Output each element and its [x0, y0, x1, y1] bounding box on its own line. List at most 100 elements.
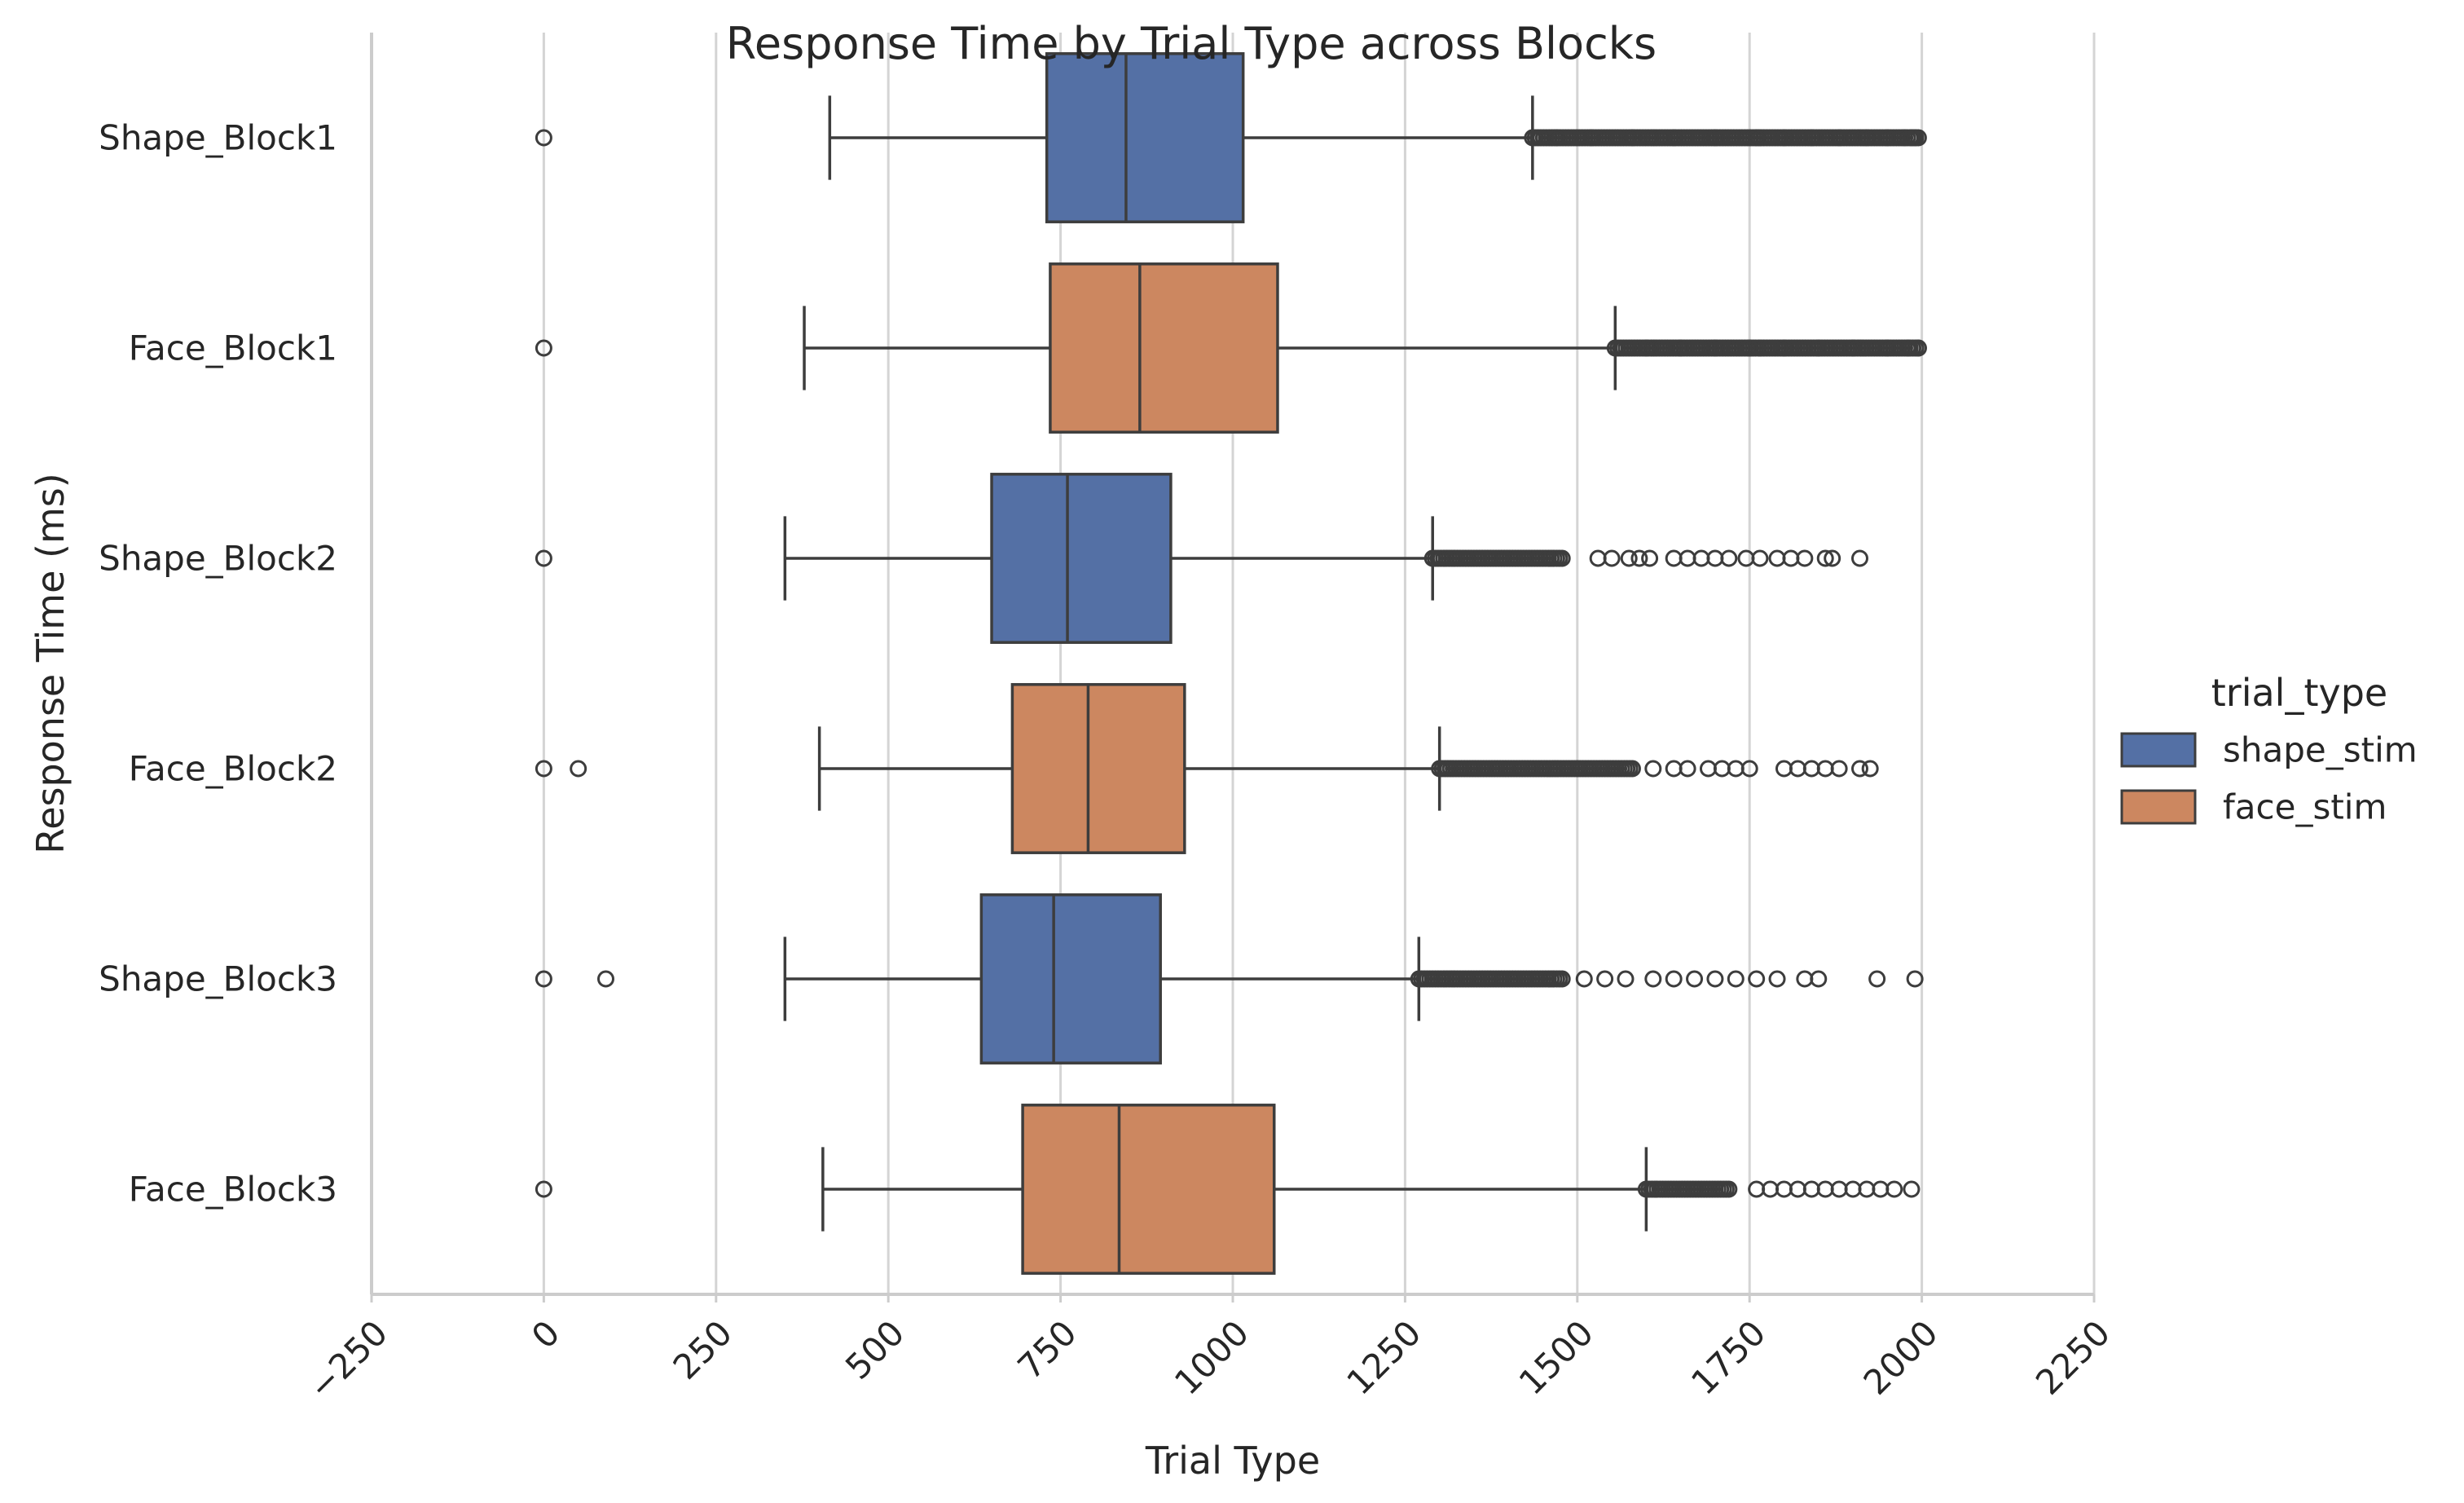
outlier-face-block1-0 [535, 339, 552, 357]
outlier-shape-block2-66 [1850, 549, 1868, 567]
outlier-face-block1-113 [1672, 339, 1690, 357]
outlier-face-block3-37 [1816, 1180, 1834, 1198]
outlier-shape-block3-55 [1575, 970, 1593, 988]
box-group-face-block2 [535, 683, 1879, 854]
y-category-label-shape-block2: Shape_Block2 [99, 539, 337, 579]
outlier-face-block2-79 [1740, 760, 1758, 778]
outlier-face-block2-77 [1713, 760, 1731, 778]
outlier-shape-block1-143 [1582, 129, 1600, 147]
outlier-face-block2-76 [1699, 760, 1717, 778]
x-tick-labels: −250 0 250 500 750 1000 1250 1500 1750 2000 2250 [301, 1294, 2118, 1408]
box-group-face-block1 [535, 262, 1927, 434]
outlier-face-block1-116 [1775, 339, 1793, 357]
outlier-face-block2-78 [1727, 760, 1745, 778]
outlier-shape-block1-151 [1858, 129, 1876, 147]
outlier-shape-block1-150 [1830, 129, 1848, 147]
box-shape-block1 [1045, 52, 1245, 223]
box-shape-block3 [979, 893, 1162, 1064]
outlier-face-block1-118 [1844, 339, 1862, 357]
outlier-face-block2-81 [1789, 760, 1806, 778]
outlier-face-block2-0 [535, 760, 552, 778]
legend-label-face-stim: face_stim [2223, 787, 2387, 827]
outlier-shape-block2-60 [1751, 549, 1769, 567]
outlier-shape-block3-62 [1727, 970, 1745, 988]
y-category-labels: Shape_Block1 Face_Block1 Shape_Block2 Face_… [99, 118, 337, 1210]
outlier-face-block2-73 [1644, 760, 1662, 778]
outlier-face-block3-42 [1885, 1180, 1903, 1198]
outlier-shape-block1-152 [1878, 129, 1896, 147]
outlier-face-block1-120 [1899, 339, 1917, 357]
outlier-shape-block2-55 [1679, 549, 1696, 567]
legend-title: trial_type [2211, 671, 2387, 715]
outlier-face-block3-41 [1872, 1180, 1890, 1198]
x-tick-label-2250: 2250 [2028, 1312, 2118, 1402]
outlier-shape-block3-63 [1748, 970, 1766, 988]
outlier-shape-block1-147 [1748, 129, 1766, 147]
box-shape-block2 [990, 473, 1173, 644]
outlier-shape-block2-48 [1553, 549, 1571, 567]
outlier-face-block2-83 [1816, 760, 1834, 778]
outlier-shape-block1-0 [535, 129, 552, 147]
outlier-shape-block3-65 [1796, 970, 1814, 988]
outlier-face-block1-117 [1810, 339, 1828, 357]
outlier-shape-block3-67 [1868, 970, 1886, 988]
outlier-shape-block2-63 [1796, 549, 1814, 567]
outlier-shape-block2-53 [1641, 549, 1659, 567]
box-face-block3 [1021, 1104, 1276, 1275]
box-group-shape-block2 [535, 473, 1868, 644]
outlier-face-block3-0 [535, 1180, 552, 1198]
outlier-face-block3-32 [1748, 1180, 1766, 1198]
outlier-face-block1-121 [1909, 339, 1927, 357]
outlier-shape-block1-146 [1706, 129, 1724, 147]
y-category-label-face-block2: Face_Block2 [129, 749, 337, 789]
box-face-block1 [1049, 262, 1279, 434]
outlier-shape-block3-64 [1768, 970, 1786, 988]
x-tick-label-1750: 1750 [1683, 1312, 1773, 1402]
outlier-shape-block3-0 [535, 970, 552, 988]
outlier-shape-block3-1 [597, 970, 615, 988]
outlier-face-block2-1 [570, 760, 587, 778]
grid-layer [370, 33, 2096, 1294]
outlier-shape-block2-58 [1720, 549, 1738, 567]
outlier-shape-block1-153 [1895, 129, 1913, 147]
outlier-shape-block1-148 [1775, 129, 1793, 147]
outlier-shape-block3-56 [1596, 970, 1614, 988]
x-tick-label-1000: 1000 [1167, 1312, 1256, 1402]
outlier-shape-block1-144 [1623, 129, 1641, 147]
x-axis-label: Trial Type [1145, 1439, 1320, 1483]
outlier-shape-block2-59 [1737, 549, 1755, 567]
outlier-face-block2-84 [1830, 760, 1848, 778]
outlier-shape-block3-68 [1906, 970, 1924, 988]
x-tick-label-1500: 1500 [1511, 1312, 1601, 1402]
outlier-face-block2-82 [1802, 760, 1820, 778]
x-tick-label-250: 250 [666, 1312, 740, 1386]
outlier-face-block3-39 [1844, 1180, 1862, 1198]
outlier-shape-block2-51 [1620, 549, 1638, 567]
outlier-face-block3-31 [1720, 1180, 1738, 1198]
outlier-shape-block2-50 [1603, 549, 1621, 567]
box-group-shape-block1 [535, 52, 1927, 223]
outlier-face-block1-114 [1706, 339, 1724, 357]
outlier-shape-block1-142 [1547, 129, 1565, 147]
outlier-face-block3-34 [1775, 1180, 1793, 1198]
outlier-shape-block3-66 [1810, 970, 1828, 988]
y-category-label-shape-block3: Shape_Block3 [99, 959, 337, 999]
x-tick-label-2000: 2000 [1856, 1312, 1946, 1402]
x-tick-label-0: 0 [524, 1312, 568, 1356]
outlier-shape-block2-65 [1824, 549, 1841, 567]
outlier-face-block3-33 [1762, 1180, 1780, 1198]
outlier-face-block1-115 [1740, 339, 1758, 357]
box-group-face-block3 [535, 1104, 1921, 1275]
outlier-shape-block2-0 [535, 549, 552, 567]
outlier-face-block2-85 [1850, 760, 1868, 778]
outlier-shape-block3-58 [1644, 970, 1662, 988]
outlier-face-block2-72 [1623, 760, 1641, 778]
x-tick-label-750: 750 [1010, 1312, 1084, 1386]
outlier-face-block3-35 [1789, 1180, 1806, 1198]
y-category-label-face-block1: Face_Block1 [129, 328, 337, 368]
outlier-shape-block2-61 [1768, 549, 1786, 567]
outlier-shape-block2-56 [1692, 549, 1710, 567]
outlier-face-block2-80 [1775, 760, 1793, 778]
